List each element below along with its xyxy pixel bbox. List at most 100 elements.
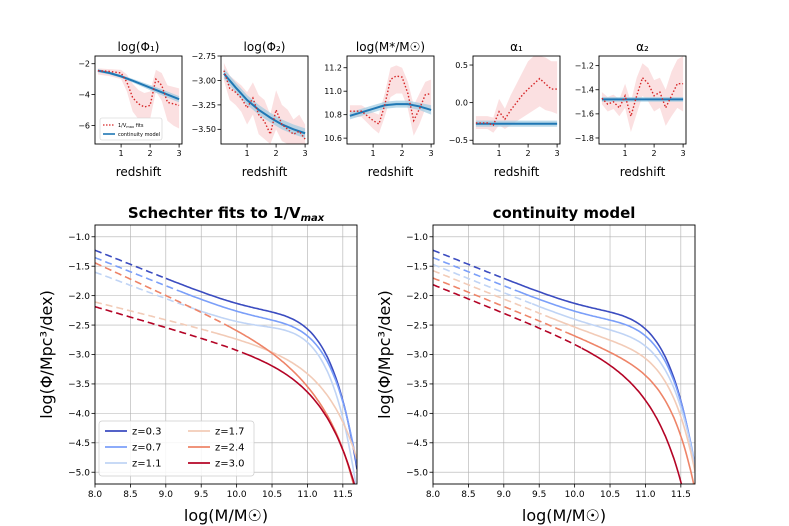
small-legend: 1/Vmax fits continuity model [99,117,163,141]
param-panel-3: 1 2 3 10.6 10.8 11.0 11.2 log(M*/M☉) redshift [324,40,435,179]
mf-series-z=0.7-extrapolated [95,256,181,293]
y-tick-label: −3.5 [68,380,90,390]
x-tick-label: 2 [652,149,657,158]
legend-label-z=1.1: z=1.1 [132,459,162,470]
mf-series-z=3.0-extrapolated [433,284,583,349]
y-tick-label: −1.8 [575,134,594,143]
mf-series-z=0.7 [517,290,695,466]
mf-series-z=0.3-extrapolated [95,249,167,280]
legend-label-z=0.7: z=0.7 [132,443,162,454]
y-tick-label: −3.50 [191,125,216,134]
y-axis-label: log(Φ/Mpc³/dex) [37,290,56,419]
mf-series-z=1.1 [531,303,695,467]
legend-box [99,117,163,141]
mf-series-z=3.0 [581,347,683,484]
redshift-legend: z=0.3 z=0.7 z=1.1 z=1.7 z=2.4 z=3.0 [98,420,255,477]
axes-frame [94,224,358,485]
x-tick-label: 10.0 [565,490,585,500]
param-panel-5: 1 2 3 −1.2 −1.4 −1.6 −1.8 α₂ redshift [575,40,687,179]
x-tick-label: 11.0 [297,490,317,500]
y-tick-label: 10.6 [324,134,342,143]
x-axis-label: redshift [368,165,414,179]
y-tick-label: −1.5 [68,262,90,272]
panel-plot-area [95,249,357,484]
legend-label-z=1.7: z=1.7 [215,427,245,438]
y-tick-label: −3.0 [68,351,90,361]
axes-frame [598,55,687,145]
x-tick-label: 3 [681,149,686,158]
y-tick-label: −2.5 [406,321,428,331]
x-tick-label: 10.5 [262,490,282,500]
vmax-fit-line [223,70,306,140]
y-tick-label: −1.0 [68,233,90,243]
mf-series-z=2.4 [567,332,695,484]
legend-label-z=3.0: z=3.0 [215,459,245,470]
y-tick-label: −1.2 [575,62,594,71]
continuity-model-line [223,72,306,135]
x-tick-label: 9.0 [159,490,174,500]
x-tick-label: 3 [429,149,434,158]
legend-label-z=2.4: z=2.4 [215,443,245,454]
x-axis-label: log(M/M☉) [522,506,606,525]
y-axis-label: log(Φ/Mpc³/dex) [375,290,394,419]
x-tick-label: 2 [526,149,531,158]
y-tick-label: −1.5 [406,262,428,272]
panel-plot-area [349,65,432,136]
legend-fit-sub: max [126,125,135,129]
y-tick-label: −3.0 [406,351,428,361]
param-panel-2: 1 2 3 −2.75 −3.00 −3.25 −3.50 log(Φ₂) redshift [191,40,309,179]
x-axis-label: redshift [620,165,666,179]
fit-uncertainty-band [475,56,558,133]
panel-title: Schechter fits to 1/Vmax [128,204,325,224]
x-tick-label: 1 [371,149,376,158]
mf-series-z=0.7 [179,290,357,466]
y-tick-label: −2.5 [68,321,90,331]
mf-series-z=0.3 [165,277,357,470]
panel-title: log(M*/M☉) [356,40,425,54]
mf-series-z=1.7 [548,316,695,472]
x-tick-label: 3 [555,149,560,158]
mf-series-z=3.0-extrapolated [95,305,245,354]
panel-title-sub: max [301,213,325,224]
x-tick-label: 11.5 [671,490,691,500]
y-tick-label: −1.4 [575,86,594,95]
x-tick-label: 1 [497,149,502,158]
axes-frame [346,55,435,145]
fit-uncertainty-band [349,65,432,136]
y-tick-label: −4.5 [406,439,428,449]
vmax-fit-line [475,77,558,127]
x-tick-label: 10.0 [227,490,247,500]
continuity-model-line [349,103,432,117]
y-tick-label: −6 [78,121,90,130]
y-tick-label: −2.0 [68,292,90,302]
fit-uncertainty-band [601,56,684,132]
axes-frame [472,55,561,145]
panel-plot-area [223,62,306,144]
y-tick-label: 0.0 [455,99,468,108]
mf-series-z=0.3-extrapolated [433,249,505,280]
legend-fit-tail: fits [134,123,144,129]
mf-series-z=3.0 [243,352,356,484]
legend-fit-label: 1/Vmax fits [118,123,144,129]
panel-title: α₁ [510,40,523,54]
y-tick-label: −0.5 [449,136,468,145]
y-tick-label: −4.0 [68,410,90,420]
mf-series-z=1.1-extrapolated [433,263,533,305]
panel-title: continuity model [493,204,636,222]
x-tick-label: 1 [623,149,628,158]
y-tick-label: −3.25 [191,101,216,110]
panel-title: log(Φ₁) [118,40,160,54]
x-axis-label: log(M/M☉) [184,506,268,525]
panel-title: α₂ [636,40,649,54]
mf-series-z=1.7-extrapolated [433,269,550,318]
x-tick-label: 3 [303,149,308,158]
fit-uncertainty-band [97,68,180,129]
axes-frame [432,224,696,485]
schechter-fits-panel: 8.0 8.5 9.0 9.5 10.0 10.5 11.0 11.5 −1.0 −1.5 −2.0… [37,204,358,525]
y-tick-label: −4.5 [68,439,90,449]
mf-series-z=2.4-extrapolated [95,262,230,328]
x-axis-label: redshift [116,165,162,179]
x-axis-label: redshift [494,165,540,179]
mf-series-z=1.1 [193,308,357,484]
